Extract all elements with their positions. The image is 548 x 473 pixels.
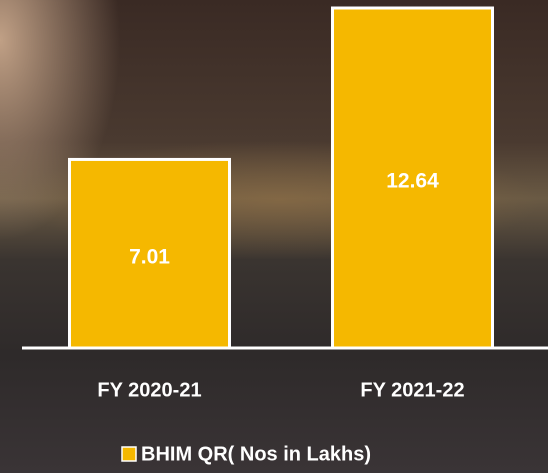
- chart: 7.01 12.64 FY 2020-21 FY 2021-22 BHIM QR( No…: [0, 0, 548, 473]
- x-tick-label: FY 2021-22: [360, 379, 464, 401]
- legend-label: BHIM QR( Nos in Lakhs): [141, 443, 371, 465]
- data-label: 12.64: [386, 170, 439, 193]
- x-tick-label: FY 2020-21: [97, 379, 201, 401]
- legend-marker: [122, 447, 136, 461]
- chart-container: 7.01 12.64 FY 2020-21 FY 2021-22 BHIM QR( No…: [0, 0, 548, 473]
- data-label: 7.01: [129, 245, 170, 268]
